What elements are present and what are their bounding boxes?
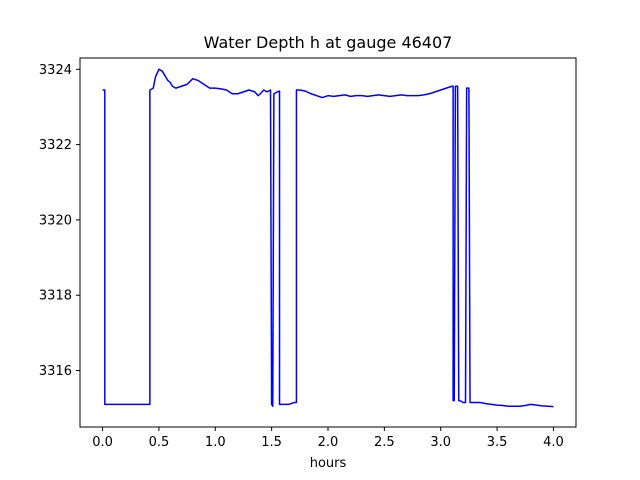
x-tick-label: 0.0 bbox=[92, 435, 113, 450]
plot-frame bbox=[79, 57, 577, 428]
y-tick-label: 3316 bbox=[39, 364, 72, 379]
plot-area bbox=[102, 68, 554, 408]
x-tick-label: 2.5 bbox=[374, 435, 395, 450]
y-tick-label: 3320 bbox=[39, 213, 72, 228]
y-axis: 3316 3318 3320 3322 3324 bbox=[39, 63, 80, 379]
y-tick-label: 3322 bbox=[39, 138, 72, 153]
series-line-0 bbox=[102, 68, 554, 408]
x-tick-label: 0.5 bbox=[149, 435, 170, 450]
x-tick-label: 4.0 bbox=[543, 435, 564, 450]
x-tick-label: 1.5 bbox=[261, 435, 282, 450]
x-tick-label: 3.0 bbox=[430, 435, 451, 450]
x-tick-label: 1.0 bbox=[205, 435, 226, 450]
y-tick-label: 3324 bbox=[39, 63, 72, 78]
x-tick-label: 3.5 bbox=[487, 435, 508, 450]
x-axis: 0.0 0.5 1.0 1.5 2.0 2.5 3.0 3.5 4.0 bbox=[92, 427, 564, 450]
x-axis-label: hours bbox=[310, 456, 347, 471]
chart-title: Water Depth h at gauge 46407 bbox=[204, 33, 453, 52]
x-tick-label: 2.0 bbox=[318, 435, 339, 450]
y-tick-label: 3318 bbox=[39, 289, 72, 304]
